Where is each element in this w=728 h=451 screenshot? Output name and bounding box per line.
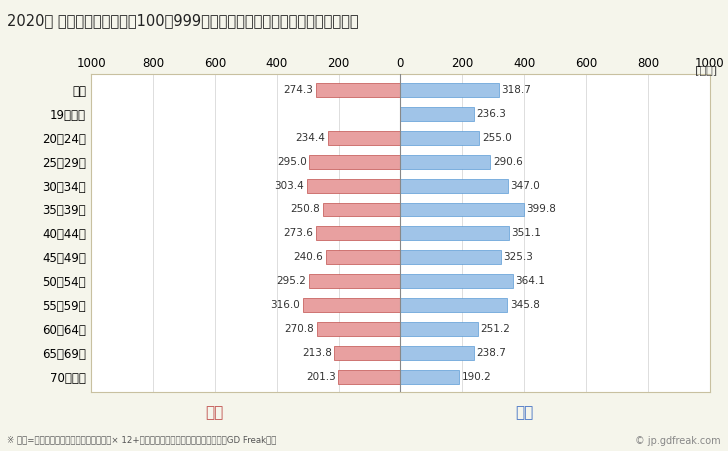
Bar xyxy=(400,274,513,288)
Bar xyxy=(326,250,400,264)
Text: 270.8: 270.8 xyxy=(285,324,314,334)
Bar xyxy=(328,131,400,145)
Bar xyxy=(315,83,400,97)
Bar xyxy=(400,298,507,312)
Text: 2020年 民間企業（従業者数100～999人）フルタイム労働者の男女別平均年収: 2020年 民間企業（従業者数100～999人）フルタイム労働者の男女別平均年収 xyxy=(7,14,359,28)
Text: 236.3: 236.3 xyxy=(476,109,506,119)
Text: 316.0: 316.0 xyxy=(270,300,300,310)
Text: 190.2: 190.2 xyxy=(462,372,491,382)
Bar xyxy=(309,155,400,169)
Bar xyxy=(338,370,400,384)
Bar xyxy=(400,226,509,240)
Bar xyxy=(400,179,507,193)
Bar xyxy=(400,83,499,97)
Bar xyxy=(400,346,474,360)
Bar xyxy=(334,346,400,360)
Text: 273.6: 273.6 xyxy=(283,228,313,239)
Bar xyxy=(306,179,400,193)
Text: 347.0: 347.0 xyxy=(510,180,540,191)
Bar xyxy=(303,298,400,312)
Text: [万円]: [万円] xyxy=(695,65,717,75)
Text: 318.7: 318.7 xyxy=(502,85,531,95)
Text: 364.1: 364.1 xyxy=(515,276,545,286)
Text: 女性: 女性 xyxy=(205,405,224,420)
Bar xyxy=(400,250,501,264)
Bar xyxy=(400,107,473,121)
Text: ※ 年収=「きまって支給する現金給与額」× 12+「年間賞与その他特別給与額」としてGD Freak推計: ※ 年収=「きまって支給する現金給与額」× 12+「年間賞与その他特別給与額」と… xyxy=(7,435,277,444)
Text: 274.3: 274.3 xyxy=(283,85,313,95)
Text: 399.8: 399.8 xyxy=(526,204,556,215)
Text: 303.4: 303.4 xyxy=(274,180,304,191)
Bar xyxy=(323,202,400,216)
Text: 238.7: 238.7 xyxy=(477,348,507,358)
Text: 295.2: 295.2 xyxy=(277,276,306,286)
Text: 240.6: 240.6 xyxy=(293,252,323,262)
Bar xyxy=(317,322,400,336)
Text: 213.8: 213.8 xyxy=(302,348,332,358)
Text: © jp.gdfreak.com: © jp.gdfreak.com xyxy=(635,437,721,446)
Text: 345.8: 345.8 xyxy=(510,300,539,310)
Bar xyxy=(400,322,478,336)
Text: 325.3: 325.3 xyxy=(504,252,534,262)
Bar xyxy=(400,131,479,145)
Text: 男性: 男性 xyxy=(515,405,534,420)
Text: 290.6: 290.6 xyxy=(493,156,523,167)
Text: 234.4: 234.4 xyxy=(296,133,325,143)
Text: 201.3: 201.3 xyxy=(306,372,336,382)
Text: 255.0: 255.0 xyxy=(482,133,512,143)
Bar xyxy=(309,274,400,288)
Text: 351.1: 351.1 xyxy=(512,228,542,239)
Bar xyxy=(400,370,459,384)
Bar xyxy=(316,226,400,240)
Bar xyxy=(400,155,491,169)
Bar xyxy=(400,202,524,216)
Text: 250.8: 250.8 xyxy=(290,204,320,215)
Text: 295.0: 295.0 xyxy=(277,156,306,167)
Text: 251.2: 251.2 xyxy=(480,324,510,334)
